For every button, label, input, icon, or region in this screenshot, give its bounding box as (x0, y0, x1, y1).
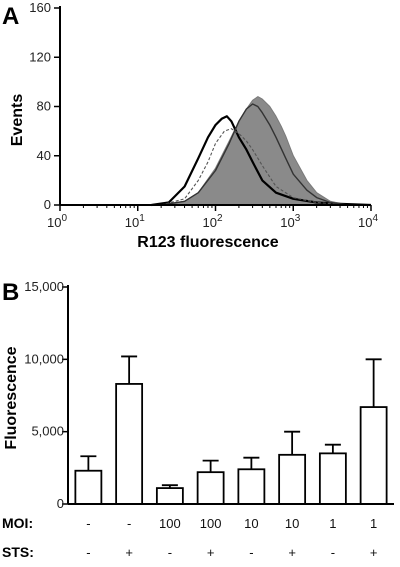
bar-y-axis-title: Fluorescence (3, 346, 20, 449)
moi-value: 1 (329, 516, 336, 531)
histogram-y-axis-title: Events (9, 94, 26, 147)
histogram-y-tick-label: 0 (44, 197, 51, 212)
bar (318, 452, 347, 505)
histogram-x-tick-label: 102 (202, 213, 222, 230)
bar (74, 469, 103, 505)
sts-value: - (168, 545, 172, 560)
sts-row-label: STS: (2, 544, 34, 560)
histogram-y-tick-label: 40 (37, 148, 51, 163)
histogram-y-tick-label: 160 (29, 0, 51, 15)
bar-y-tick-label: 15,000 (24, 279, 64, 294)
histogram-series-medium-dark (161, 103, 348, 206)
moi-value: - (127, 516, 131, 531)
bar (155, 487, 184, 505)
bar-panel: Fluorescence 0 5,000 10,000 15,000 MOI: STS… (2, 279, 394, 560)
sts-value: - (331, 545, 335, 560)
moi-value: - (86, 516, 90, 531)
sts-value: - (86, 545, 90, 560)
sts-value: + (370, 545, 378, 560)
panel-label-b: B (2, 279, 19, 306)
sts-value: + (125, 545, 133, 560)
bar (359, 406, 388, 505)
histogram-x-tick-label: 100 (47, 213, 67, 230)
sts-value: - (249, 545, 253, 560)
bar (278, 453, 307, 505)
moi-value: 10 (285, 516, 299, 531)
panel-label-a: A (2, 3, 19, 30)
sts-value: + (207, 545, 215, 560)
bar (237, 468, 266, 505)
histogram-y-tick-label: 80 (37, 99, 51, 114)
moi-value: 10 (244, 516, 258, 531)
bar (115, 383, 144, 505)
sts-value: + (288, 545, 296, 560)
moi-value: 100 (159, 516, 181, 531)
histogram-x-tick-label: 101 (125, 213, 145, 230)
bar (196, 471, 225, 505)
moi-row-label: MOI: (2, 515, 33, 531)
histogram-x-tick-label: 104 (358, 213, 378, 230)
histogram-x-axis-title: R123 fluorescence (137, 234, 279, 251)
moi-value: 100 (200, 516, 222, 531)
histogram-series-filled-gray (160, 96, 349, 206)
histogram-y-tick-label: 120 (29, 49, 51, 64)
histogram-x-tick-label: 103 (280, 213, 300, 230)
bar-y-tick-label: 5,000 (31, 424, 64, 439)
bar-y-tick-label: 0 (57, 496, 64, 511)
histogram-panel: Events R123 fluorescence 0 40 80 120 160 100… (9, 0, 378, 251)
bar-y-tick-label: 10,000 (24, 351, 64, 366)
moi-value: 1 (370, 516, 377, 531)
